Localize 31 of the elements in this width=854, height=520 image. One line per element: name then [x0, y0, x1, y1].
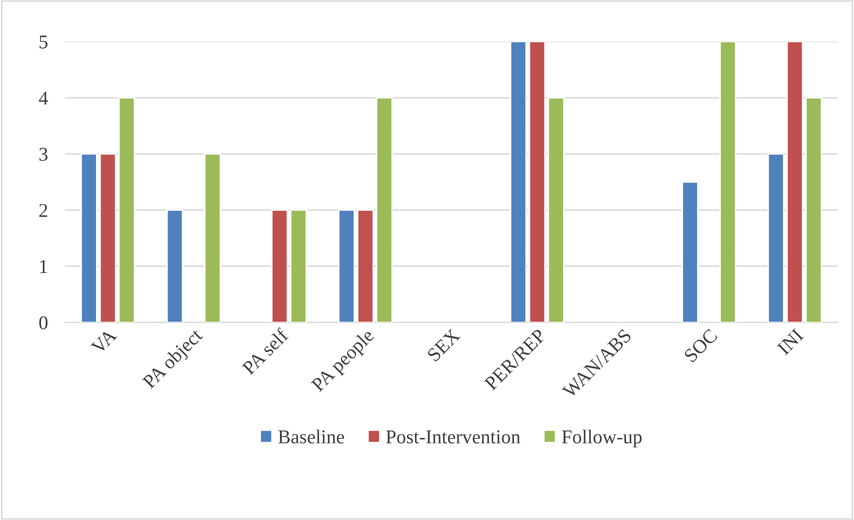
y-tick-label: 5: [40, 36, 48, 49]
bar: [99, 153, 116, 322]
x-tick-label: SEX: [426, 328, 461, 362]
bar: [510, 42, 527, 322]
bar: [548, 97, 565, 322]
legend-label: Post-Intervention: [386, 430, 520, 444]
bar: [80, 153, 98, 322]
bar: [805, 97, 822, 322]
bar: [528, 42, 546, 322]
bar: [290, 209, 307, 322]
y-tick-label: 0: [39, 316, 48, 330]
bar: [682, 181, 698, 322]
bar: [357, 209, 374, 322]
bar: [768, 153, 784, 322]
bar: [204, 153, 222, 322]
bar: [271, 209, 288, 322]
y-tick-label: 3: [39, 148, 48, 161]
bar: [719, 42, 736, 322]
x-tick-label: INI: [776, 328, 804, 356]
bar: [376, 97, 393, 322]
y-tick-label: 2: [39, 204, 48, 217]
legend-label: Follow-up: [562, 430, 642, 448]
x-tick-label: PA self: [240, 327, 290, 376]
bar: [118, 97, 136, 322]
bar: [338, 209, 355, 322]
bar: [786, 42, 804, 322]
x-tick-label: VA: [90, 328, 118, 355]
y-tick-label: 1: [40, 260, 48, 273]
y-tick-label: 4: [38, 92, 48, 105]
legend-label: Baseline: [278, 430, 344, 444]
bar: [166, 209, 184, 322]
